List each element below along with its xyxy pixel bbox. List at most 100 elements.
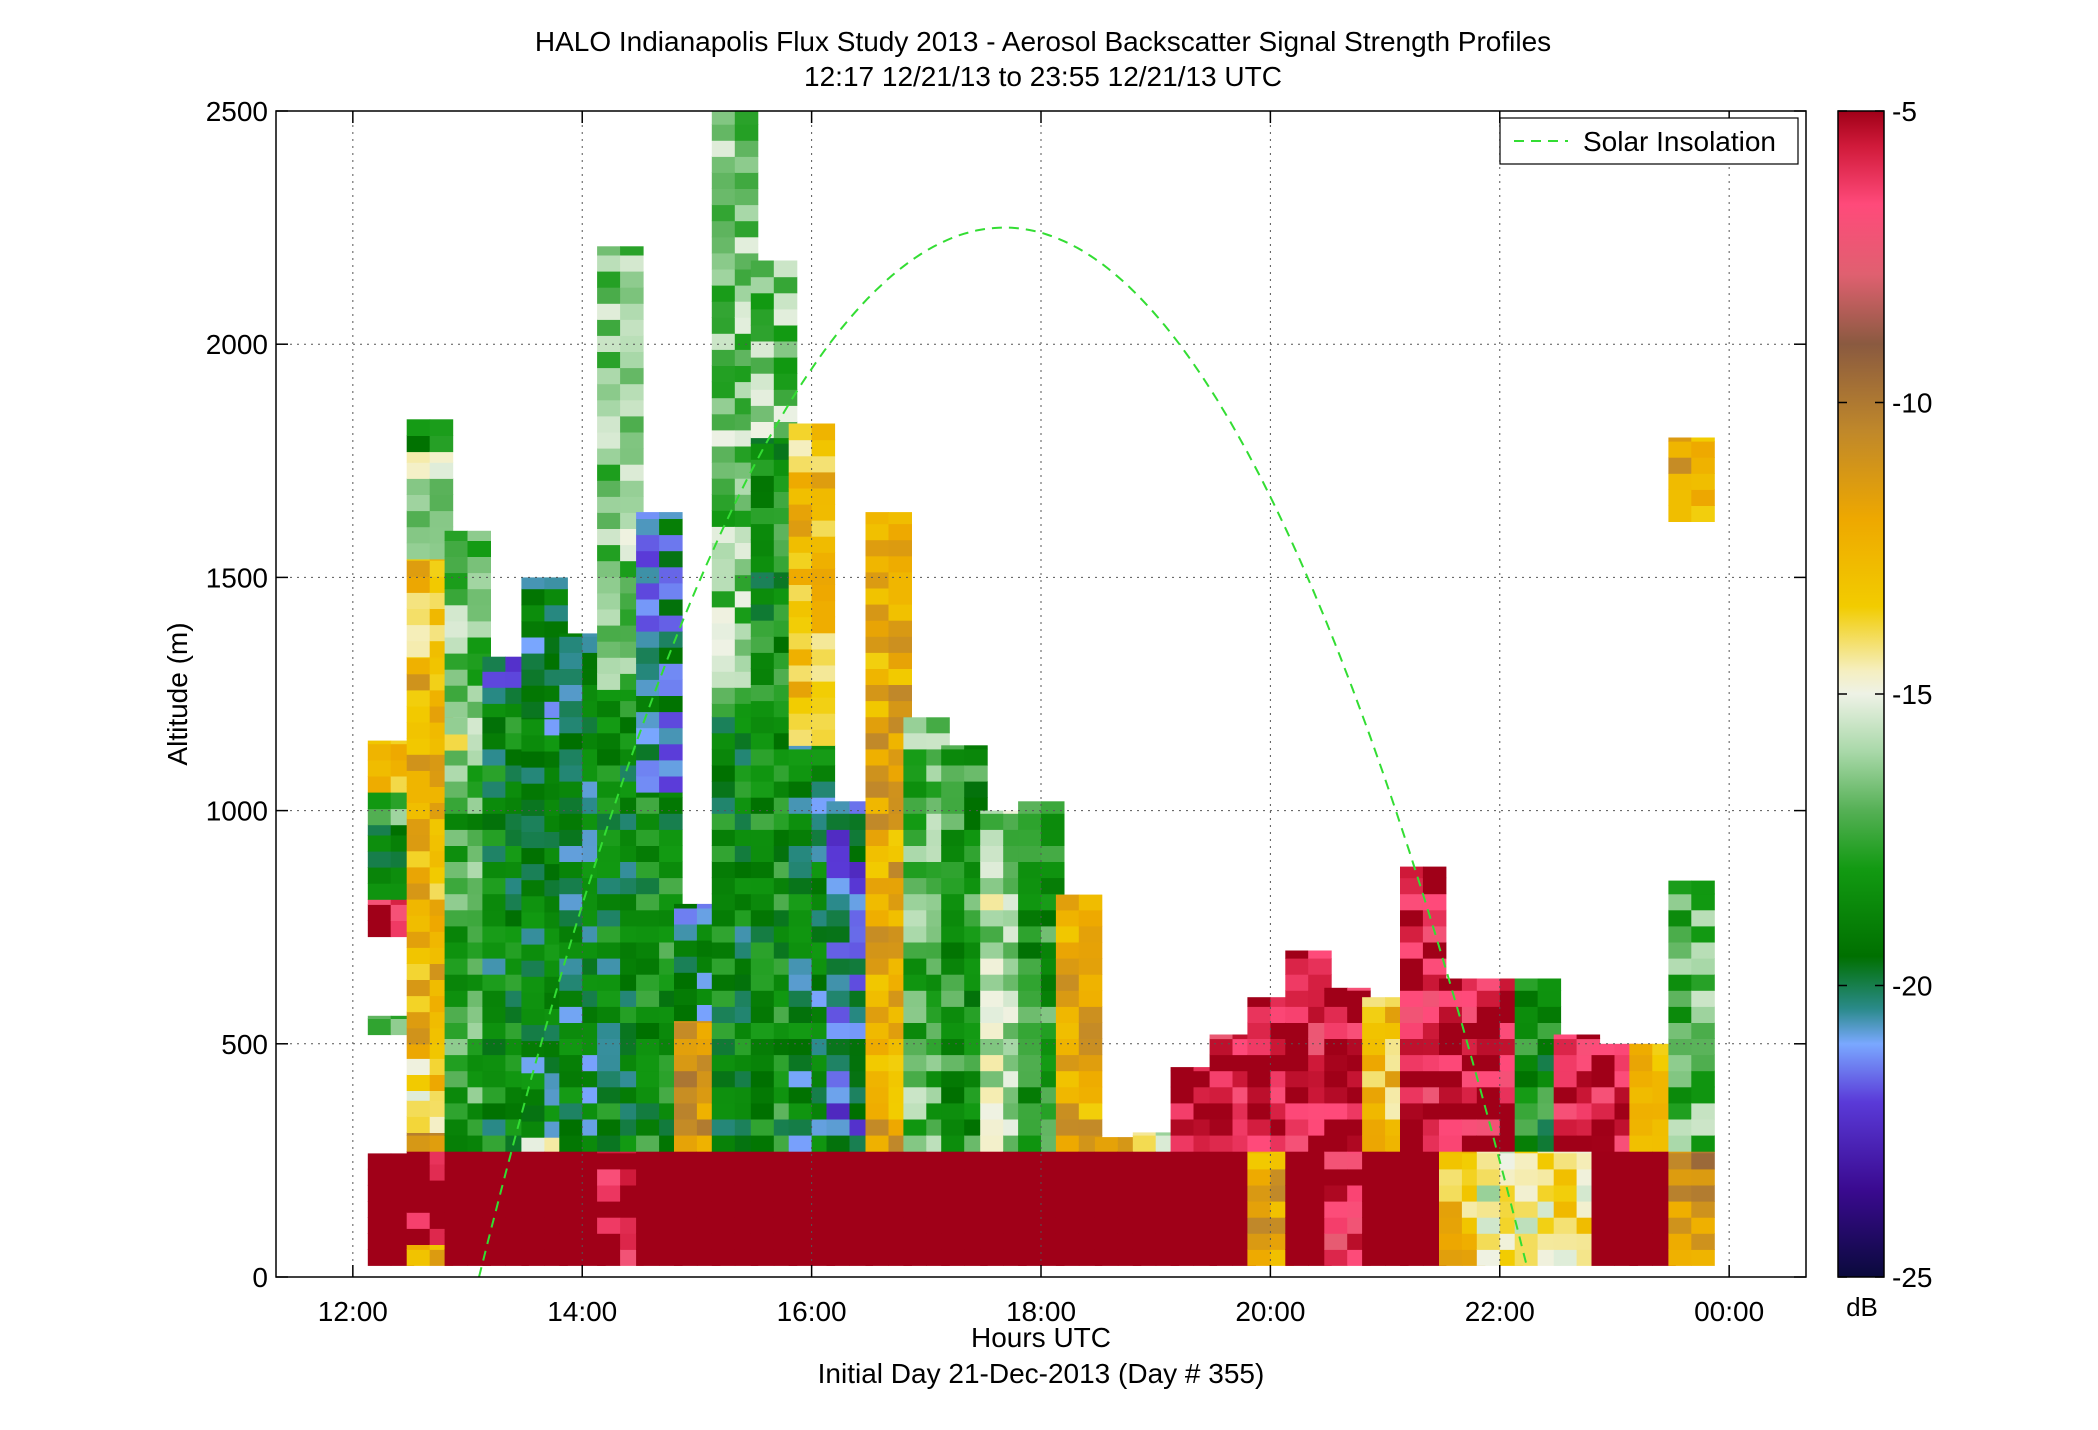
heatmap-cell bbox=[711, 861, 736, 879]
heatmap-cell bbox=[521, 1056, 545, 1074]
x-tick-label: 22:00 bbox=[1465, 1296, 1535, 1327]
heatmap-cell bbox=[1691, 958, 1715, 975]
heatmap-cell bbox=[1439, 1086, 1463, 1104]
heatmap-cell bbox=[788, 1102, 813, 1120]
heatmap-cell bbox=[788, 584, 813, 602]
heatmap-cell bbox=[811, 764, 836, 782]
heatmap-cell bbox=[559, 1151, 583, 1154]
heatmap-cell bbox=[750, 781, 775, 798]
heatmap-cell bbox=[482, 958, 506, 975]
heatmap-cell bbox=[559, 1102, 583, 1120]
heatmap-cell bbox=[674, 956, 698, 973]
heatmap-cell bbox=[620, 1151, 644, 1154]
heatmap-cell bbox=[482, 781, 506, 798]
heatmap-cell bbox=[1078, 1118, 1103, 1136]
heatmap-cell bbox=[903, 1086, 927, 1104]
heatmap-cell bbox=[1285, 1086, 1309, 1104]
heatmap-cell bbox=[750, 523, 775, 541]
heatmap-cell bbox=[406, 1090, 431, 1101]
heatmap-cell bbox=[773, 324, 798, 342]
heatmap-cell bbox=[597, 431, 621, 449]
heatmap-cell bbox=[636, 759, 660, 777]
heatmap-cell bbox=[773, 357, 798, 374]
heatmap-cell bbox=[811, 745, 836, 750]
heatmap-cell bbox=[429, 462, 454, 479]
heatmap-cell bbox=[711, 542, 736, 560]
heatmap-cell bbox=[1324, 1054, 1348, 1072]
heatmap-cell bbox=[1691, 1038, 1715, 1056]
heatmap-cell bbox=[597, 592, 621, 610]
heatmap-cell bbox=[597, 1038, 621, 1056]
heatmap-cell bbox=[1247, 1151, 1271, 1154]
heatmap-cell bbox=[659, 845, 683, 862]
heatmap-cell bbox=[406, 866, 431, 884]
heatmap-cell bbox=[788, 632, 813, 650]
heatmap-cell bbox=[750, 1086, 775, 1104]
heatmap-cell bbox=[1591, 1152, 1615, 1170]
heatmap-cell bbox=[1400, 866, 1424, 879]
heatmap-cell bbox=[903, 974, 927, 991]
heatmap-cell bbox=[1691, 457, 1715, 474]
heatmap-cell bbox=[367, 867, 392, 884]
heatmap-cell bbox=[521, 701, 545, 718]
heatmap-cell bbox=[597, 1201, 621, 1218]
heatmap-cell bbox=[711, 1054, 736, 1072]
heatmap-cell bbox=[711, 1217, 736, 1234]
heatmap-cell bbox=[1055, 1168, 1080, 1186]
heatmap-cell bbox=[980, 877, 1004, 895]
heatmap-cell bbox=[659, 695, 683, 713]
heatmap-cell bbox=[636, 1118, 660, 1136]
heatmap-cell bbox=[482, 1168, 506, 1186]
heatmap-cell bbox=[429, 558, 454, 561]
heatmap-cell bbox=[444, 909, 469, 927]
heatmap-cell bbox=[696, 1020, 721, 1023]
heatmap-cell bbox=[980, 1054, 1004, 1072]
heatmap-cell bbox=[711, 716, 736, 734]
heatmap-cell bbox=[711, 510, 736, 527]
heatmap-cell bbox=[1362, 1217, 1386, 1234]
heatmap-cell bbox=[444, 530, 469, 541]
heatmap-cell bbox=[559, 1201, 583, 1218]
heatmap-cell bbox=[1629, 1184, 1653, 1202]
heatmap-cell bbox=[521, 1168, 545, 1186]
y-axis-label: Altitude (m) bbox=[162, 622, 193, 765]
heatmap-cell bbox=[559, 797, 583, 814]
heatmap-cell bbox=[1691, 1086, 1715, 1104]
heatmap-cell bbox=[367, 808, 392, 826]
heatmap-cell bbox=[750, 909, 775, 927]
heatmap-cell bbox=[636, 893, 660, 911]
heatmap-cell bbox=[1514, 1006, 1539, 1023]
heatmap-cell bbox=[788, 745, 813, 750]
heatmap-cell bbox=[1553, 1118, 1578, 1136]
heatmap-cell bbox=[521, 1151, 545, 1154]
heatmap-cell bbox=[826, 1038, 850, 1056]
heatmap-cell bbox=[750, 1022, 775, 1039]
heatmap-cell bbox=[1439, 1151, 1463, 1154]
heatmap-cell bbox=[788, 861, 813, 879]
heatmap-cell bbox=[406, 738, 431, 755]
heatmap-cell bbox=[1422, 893, 1447, 911]
heatmap-cell bbox=[406, 576, 431, 593]
heatmap-cell bbox=[559, 652, 583, 669]
heatmap-cell bbox=[544, 588, 568, 606]
heatmap-cell bbox=[1117, 1151, 1142, 1154]
heatmap-cell bbox=[597, 1184, 621, 1202]
heatmap-cell bbox=[406, 882, 431, 900]
heatmap-cell bbox=[636, 512, 660, 519]
heatmap-cell bbox=[1553, 1217, 1578, 1234]
heatmap-cell bbox=[482, 797, 506, 814]
heatmap-cell bbox=[636, 1102, 660, 1120]
heatmap-cell bbox=[1132, 1233, 1157, 1250]
heatmap-cell bbox=[367, 1015, 392, 1019]
heatmap-cell bbox=[888, 1151, 912, 1154]
heatmap-cell bbox=[1400, 877, 1424, 895]
heatmap-cell bbox=[1668, 1168, 1692, 1186]
heatmap-cell bbox=[444, 1102, 469, 1120]
heatmap-cell bbox=[865, 1217, 889, 1234]
heatmap-cell bbox=[1170, 1070, 1195, 1088]
heatmap-cell bbox=[406, 435, 431, 453]
heatmap-cell bbox=[1439, 1135, 1463, 1152]
heatmap-cell bbox=[750, 636, 775, 653]
heatmap-cell bbox=[597, 893, 621, 911]
heatmap-cell bbox=[980, 829, 1004, 846]
